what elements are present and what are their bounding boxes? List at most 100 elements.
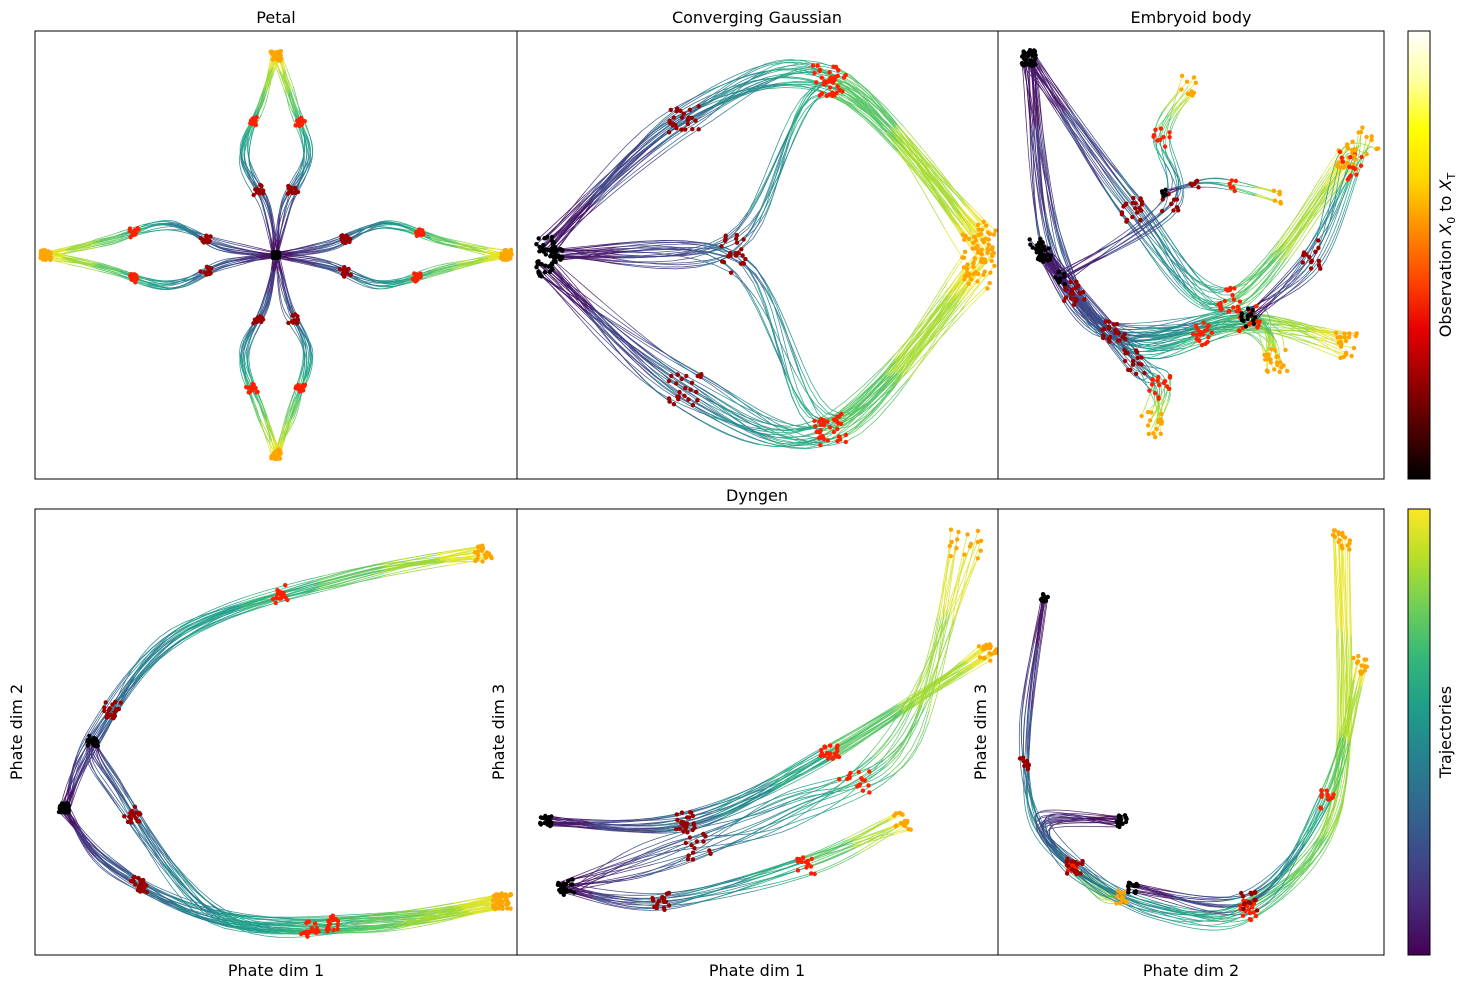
trajectory-segment bbox=[430, 262, 457, 271]
trajectory-segment bbox=[68, 758, 78, 790]
trajectory-segment bbox=[282, 73, 287, 95]
observation-point bbox=[250, 387, 255, 393]
observation-point bbox=[1138, 197, 1143, 202]
observation-point bbox=[508, 906, 513, 911]
observation-point bbox=[1058, 276, 1063, 281]
trajectory-segment bbox=[255, 89, 264, 111]
trajectory-segment bbox=[217, 907, 277, 929]
trajectory-segment bbox=[764, 420, 815, 427]
trajectory-segment bbox=[320, 244, 345, 254]
trajectory-segment bbox=[266, 416, 275, 436]
trajectory-segment bbox=[1257, 194, 1281, 203]
observation-point bbox=[1100, 327, 1105, 332]
trajectory-segment bbox=[164, 897, 220, 915]
observation-point bbox=[1351, 162, 1356, 167]
observation-point bbox=[543, 235, 548, 241]
observation-point bbox=[736, 251, 741, 256]
trajectory-segment bbox=[745, 288, 786, 374]
observation-point bbox=[728, 253, 733, 258]
trajectory-segment bbox=[748, 290, 788, 377]
observation-point bbox=[683, 385, 688, 391]
observation-point bbox=[1061, 271, 1067, 277]
observation-point bbox=[206, 239, 212, 244]
observation-point bbox=[1147, 388, 1152, 393]
observation-point bbox=[293, 318, 298, 323]
observation-point bbox=[1142, 370, 1147, 376]
observation-point bbox=[1145, 409, 1151, 415]
observation-point bbox=[1053, 275, 1058, 280]
trajectory-segment bbox=[894, 661, 966, 711]
trajectory-segment bbox=[715, 403, 778, 427]
observation-point bbox=[1188, 181, 1193, 186]
observation-point bbox=[316, 929, 321, 934]
observation-point bbox=[1307, 254, 1312, 260]
trajectory-segment bbox=[172, 278, 196, 289]
observation-point bbox=[128, 879, 134, 884]
trajectory-segment bbox=[99, 266, 125, 275]
trajectory-segment bbox=[241, 334, 250, 358]
trajectory-segment bbox=[453, 257, 487, 263]
observation-point bbox=[979, 227, 985, 232]
trajectory-segment bbox=[886, 289, 953, 376]
observation-point bbox=[1254, 304, 1259, 309]
trajectory-segment bbox=[142, 222, 167, 228]
trajectory-segment bbox=[723, 799, 773, 820]
trajectory-segment bbox=[260, 421, 268, 443]
trajectory-segment bbox=[239, 160, 246, 182]
trajectory-segment bbox=[562, 246, 618, 251]
observation-point bbox=[138, 811, 143, 817]
observation-point bbox=[971, 240, 976, 245]
observation-point bbox=[989, 258, 994, 264]
trajectory-segment bbox=[1022, 64, 1062, 116]
trajectory-segment bbox=[262, 293, 272, 315]
trajectory-segment bbox=[1062, 115, 1103, 185]
trajectory-segment bbox=[589, 821, 653, 827]
trajectory-segment bbox=[457, 242, 486, 248]
trajectory-segment bbox=[836, 710, 906, 755]
trajectory-segment bbox=[1137, 377, 1148, 381]
trajectory-segment bbox=[211, 915, 270, 934]
trajectory-segment bbox=[309, 574, 374, 594]
trajectory-segment bbox=[258, 87, 267, 109]
trajectory-segment bbox=[1176, 161, 1185, 195]
trajectory-segment bbox=[944, 267, 965, 296]
observation-point bbox=[1341, 165, 1346, 170]
trajectory-segment bbox=[103, 855, 136, 881]
trajectory-segment bbox=[302, 151, 308, 175]
observation-point bbox=[971, 271, 976, 277]
trajectory-segment bbox=[708, 416, 775, 446]
trajectory-segment bbox=[383, 557, 441, 574]
trajectory-segment bbox=[738, 804, 785, 824]
trajectory-segment bbox=[145, 278, 172, 282]
trajectory-segment bbox=[1268, 329, 1319, 340]
trajectory-segment bbox=[593, 309, 668, 359]
observation-point bbox=[1169, 201, 1174, 206]
trajectory-segment bbox=[1156, 234, 1186, 286]
observation-point bbox=[985, 286, 990, 291]
trajectory-segment bbox=[700, 88, 768, 109]
trajectory-segment bbox=[787, 81, 825, 136]
trajectory-segment bbox=[1256, 329, 1263, 349]
trajectory-segment bbox=[1041, 119, 1054, 210]
trajectory-segment bbox=[314, 237, 337, 245]
trajectory-segment bbox=[616, 257, 691, 263]
trajectory-segment bbox=[553, 260, 595, 309]
observation-point bbox=[1114, 321, 1120, 327]
observation-point bbox=[293, 123, 298, 128]
trajectory-segment bbox=[1254, 195, 1275, 202]
trajectory-segment bbox=[586, 315, 657, 378]
trajectory-segment bbox=[1197, 182, 1223, 186]
observation-point bbox=[971, 264, 976, 270]
trajectory-segment bbox=[900, 667, 970, 712]
trajectory-segment bbox=[347, 916, 412, 923]
trajectory-segment bbox=[617, 245, 692, 250]
trajectory-segment bbox=[681, 829, 723, 851]
trajectory-segment bbox=[211, 257, 234, 265]
trajectory-segment bbox=[583, 310, 649, 374]
trajectory-segment bbox=[300, 334, 307, 353]
observation-point bbox=[132, 804, 138, 809]
trajectory-segment bbox=[539, 203, 590, 248]
observation-point bbox=[843, 439, 848, 445]
trajectory-segment bbox=[954, 540, 982, 617]
